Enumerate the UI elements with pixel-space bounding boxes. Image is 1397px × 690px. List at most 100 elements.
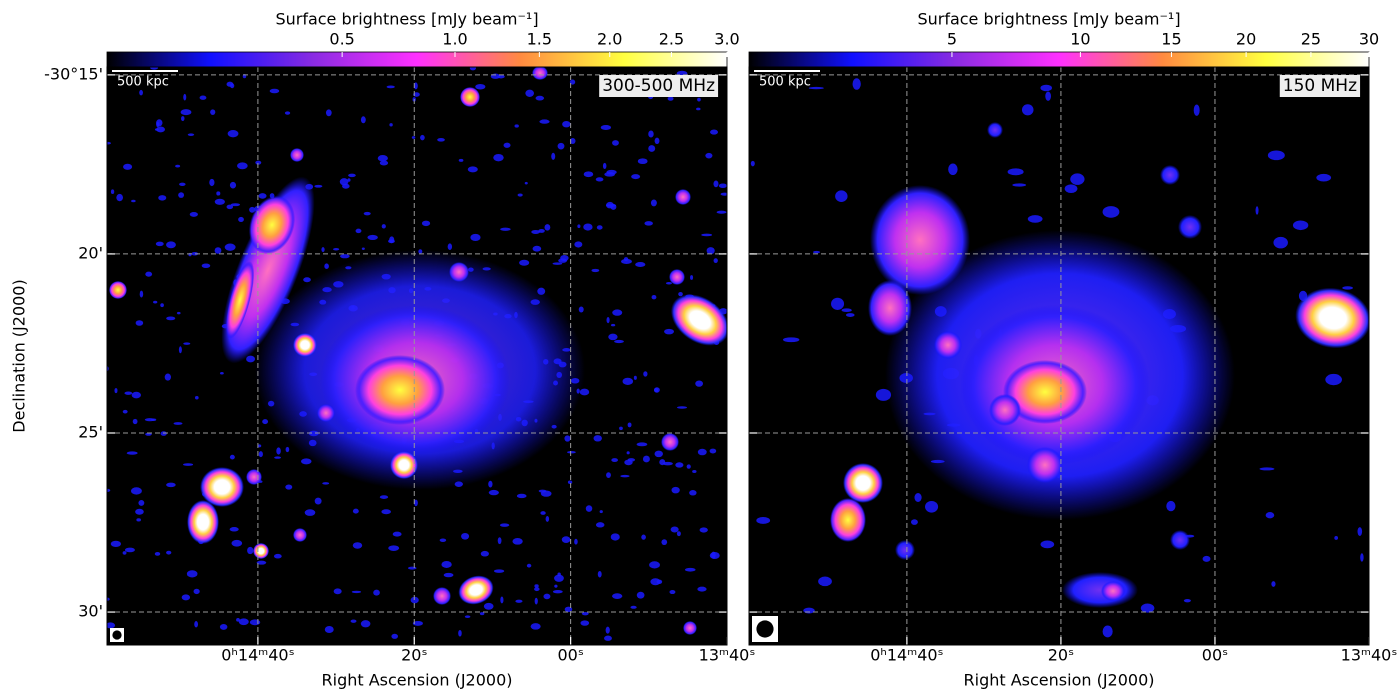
noise	[643, 371, 648, 377]
noise	[596, 225, 603, 230]
noise	[304, 509, 316, 516]
noise	[656, 579, 663, 585]
noise	[1325, 373, 1342, 386]
noise	[467, 166, 478, 173]
noise	[173, 422, 183, 425]
noise	[583, 171, 594, 178]
noise	[138, 499, 145, 506]
noise	[651, 295, 657, 300]
noise	[116, 193, 124, 202]
noise	[1202, 555, 1211, 562]
noise	[348, 173, 356, 178]
noise	[569, 138, 576, 145]
noise	[160, 431, 167, 436]
noise	[193, 588, 200, 595]
source-emission	[675, 189, 691, 205]
noise	[650, 199, 657, 207]
noise	[925, 500, 939, 513]
noise	[408, 566, 417, 570]
noise	[421, 220, 431, 227]
source-emission	[843, 463, 883, 503]
colorbar-tick-label: 2.5	[659, 30, 684, 49]
noise	[258, 451, 263, 458]
noise	[574, 538, 578, 545]
noise	[1045, 91, 1052, 101]
noise	[585, 505, 593, 512]
noise	[1255, 206, 1259, 215]
noise	[255, 160, 262, 165]
x-tick-label: 0ʰ14ᵐ40ˢ	[221, 646, 294, 665]
noise	[675, 462, 684, 468]
noise	[249, 619, 261, 626]
noise	[155, 241, 164, 247]
x-tick-label: 20ˢ	[1048, 646, 1074, 665]
noise	[361, 247, 365, 250]
noise	[706, 247, 715, 255]
noise	[914, 493, 922, 502]
noise	[624, 459, 633, 466]
noise	[488, 480, 493, 488]
noise	[321, 247, 325, 253]
noise	[122, 551, 127, 555]
noise	[564, 435, 571, 442]
noise	[180, 109, 192, 116]
noise	[602, 162, 607, 169]
noise	[554, 584, 558, 588]
noise	[230, 83, 235, 89]
noise	[186, 570, 198, 578]
noise	[194, 621, 199, 628]
noise	[166, 550, 172, 555]
noise	[360, 620, 371, 628]
noise	[219, 372, 224, 375]
x-axis-label: Right Ascension (J2000)	[964, 671, 1155, 690]
noise	[564, 606, 573, 613]
noise	[224, 243, 236, 251]
noise	[110, 540, 122, 548]
colorbar-tick-label: 15	[1161, 30, 1181, 49]
noise	[516, 493, 527, 499]
noise	[591, 268, 600, 273]
noise	[676, 406, 688, 409]
annotation: 150 MHz	[1283, 76, 1357, 96]
source-emission	[187, 500, 219, 544]
noise	[689, 490, 697, 496]
noise	[151, 418, 157, 421]
noise	[627, 422, 632, 428]
source-emission	[458, 575, 494, 605]
noise	[238, 216, 244, 223]
noise	[1140, 603, 1155, 613]
noise	[1342, 286, 1353, 290]
noise	[852, 78, 861, 90]
noise	[139, 290, 144, 298]
noise	[238, 618, 249, 626]
noise	[229, 181, 237, 189]
noise	[284, 111, 291, 115]
noise	[475, 83, 486, 90]
noise	[540, 511, 546, 515]
noise	[124, 547, 135, 553]
source-emission	[390, 451, 418, 479]
y-tick-label: -30°15'	[44, 64, 103, 83]
source-emission	[290, 148, 304, 162]
noise	[285, 446, 290, 453]
noise	[136, 518, 141, 522]
noise	[1316, 173, 1332, 182]
noise	[670, 526, 679, 533]
noise	[500, 227, 511, 231]
noise	[164, 373, 171, 381]
noise	[756, 517, 771, 524]
source-emission	[895, 540, 915, 560]
noise	[720, 192, 727, 196]
noise	[1357, 527, 1363, 536]
noise	[1166, 500, 1176, 512]
noise	[519, 259, 530, 266]
noise	[464, 615, 471, 618]
noise	[269, 88, 280, 94]
noise	[636, 591, 645, 599]
scale-bar-label: 500 kpc	[117, 75, 169, 90]
noise	[439, 538, 447, 542]
noise	[648, 130, 654, 138]
noise	[701, 233, 713, 237]
noise	[692, 470, 697, 473]
